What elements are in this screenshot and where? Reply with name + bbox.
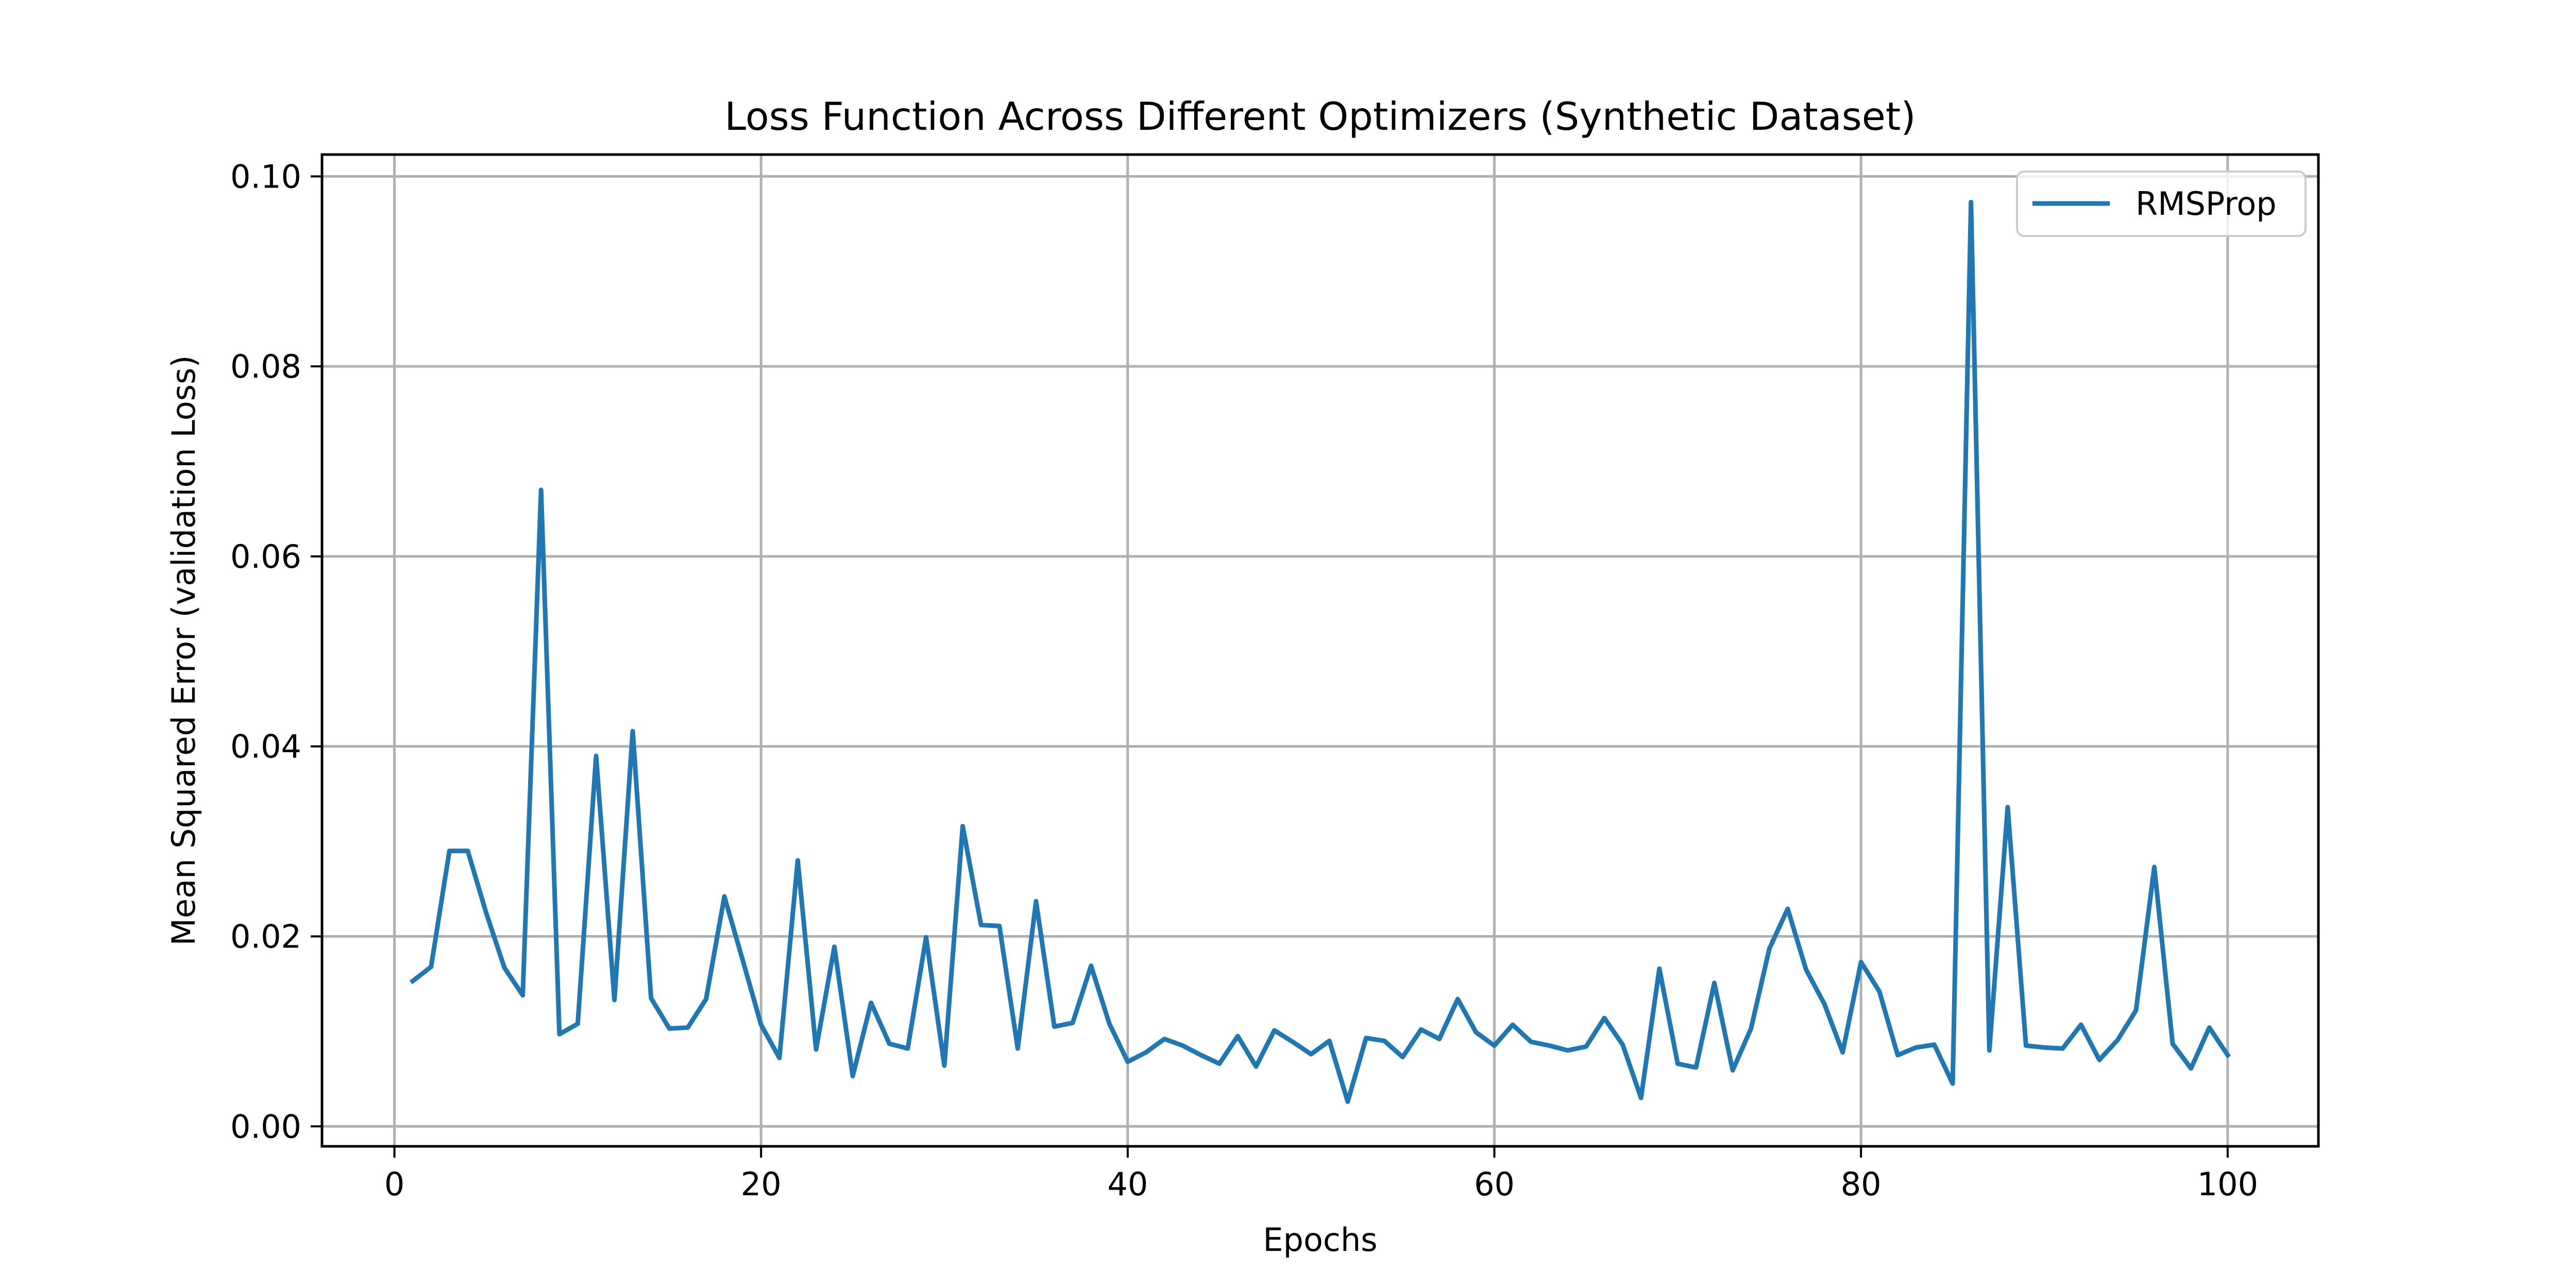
x-tick-label: 20 [741, 1165, 782, 1203]
y-tick-label: 0.10 [230, 158, 301, 195]
plot-frame [320, 153, 2320, 1148]
y-tick-label: 0.04 [230, 728, 301, 766]
x-tick-label: 60 [1474, 1165, 1515, 1203]
series-layer [409, 199, 2231, 1104]
plot-area [322, 155, 2318, 1146]
series-line-rmsprop [409, 199, 2231, 1104]
chart-title: Loss Function Across Different Optimizer… [724, 94, 1916, 139]
ticks: 0 20 40 60 80 100 0.00 0.02 0.04 0.06 0.08 0.10 [230, 158, 2258, 1203]
x-axis-label: Epochs [1263, 1221, 1377, 1259]
legend-label-rmsprop: RMSProp [2136, 185, 2277, 223]
y-tick-label: 0.08 [230, 348, 301, 385]
x-tick-label: 0 [384, 1165, 404, 1203]
y-tick-label: 0.02 [230, 918, 301, 956]
y-tick-label: 0.06 [230, 538, 301, 575]
x-tick-label: 100 [2197, 1165, 2258, 1203]
grid [322, 155, 2318, 1146]
x-tick-label: 40 [1107, 1165, 1148, 1203]
y-tick-label: 0.00 [230, 1108, 301, 1145]
x-tick-label: 80 [1841, 1165, 1882, 1203]
legend: RMSProp [2016, 171, 2307, 237]
y-axis-label: Mean Squared Error (validation Loss) [165, 355, 202, 945]
legend-box [2016, 171, 2307, 237]
